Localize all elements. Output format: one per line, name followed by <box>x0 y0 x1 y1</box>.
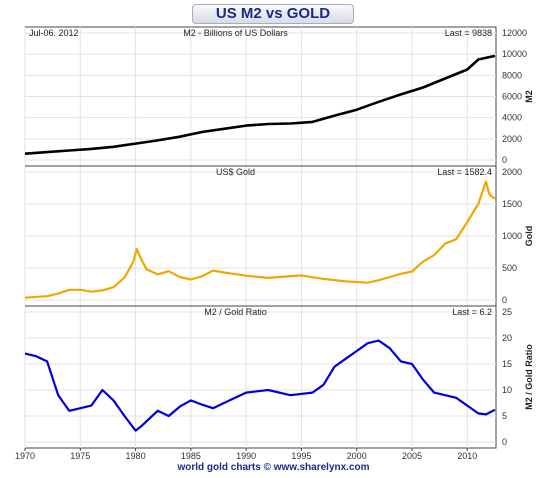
x-tick-label: 2010 <box>457 451 477 461</box>
y-tick-label: 25 <box>502 307 512 317</box>
date-label: Jul-06. 2012 <box>29 28 79 38</box>
y-tick-label: 5 <box>502 411 507 421</box>
panel-title: US$ Gold <box>216 167 255 177</box>
chart-title: US M2 vs GOLD <box>192 4 354 24</box>
series-line <box>24 180 496 299</box>
y-axis-label: M2 / Gold Ratio <box>524 344 534 410</box>
x-tick-label: 1970 <box>15 451 35 461</box>
y-tick-label: 8000 <box>502 70 522 80</box>
last-value-label: Last = 6.2 <box>452 307 492 317</box>
y-tick-label: 15 <box>502 359 512 369</box>
y-tick-label: 10 <box>502 385 512 395</box>
x-tick-label: 1980 <box>126 451 146 461</box>
panel-title: M2 - Billions of US Dollars <box>183 28 288 38</box>
y-tick-label: 0 <box>502 437 507 447</box>
y-axis-label: M2 <box>524 90 534 103</box>
y-tick-label: 6000 <box>502 92 522 102</box>
y-tick-label: 500 <box>502 263 517 273</box>
x-tick-label: 2005 <box>402 451 422 461</box>
last-value-label: Last = 1582.4 <box>437 167 492 177</box>
y-tick-label: 1000 <box>502 231 522 241</box>
x-tick-label: 1985 <box>181 451 201 461</box>
chart-footer: world gold charts © www.sharelynx.com <box>177 462 370 473</box>
x-tick-label: 2000 <box>347 451 367 461</box>
y-tick-label: 0 <box>502 155 507 165</box>
y-tick-label: 10000 <box>502 49 527 59</box>
x-tick-label: 1995 <box>291 451 311 461</box>
series-line <box>24 54 496 155</box>
y-tick-label: 20 <box>502 333 512 343</box>
last-value-label: Last = 9838 <box>445 28 492 38</box>
y-tick-label: 4000 <box>502 113 522 123</box>
y-tick-label: 2000 <box>502 167 522 177</box>
plot-border <box>24 26 497 449</box>
panel-title: M2 / Gold Ratio <box>204 307 267 317</box>
y-tick-label: 1500 <box>502 199 522 209</box>
x-tick-label: 1975 <box>70 451 90 461</box>
series-line <box>24 339 496 432</box>
y-tick-label: 2000 <box>502 134 522 144</box>
y-tick-label: 0 <box>502 295 507 305</box>
x-tick-label: 1990 <box>236 451 256 461</box>
y-axis-label: Gold <box>524 226 534 247</box>
y-tick-label: 12000 <box>502 28 527 38</box>
